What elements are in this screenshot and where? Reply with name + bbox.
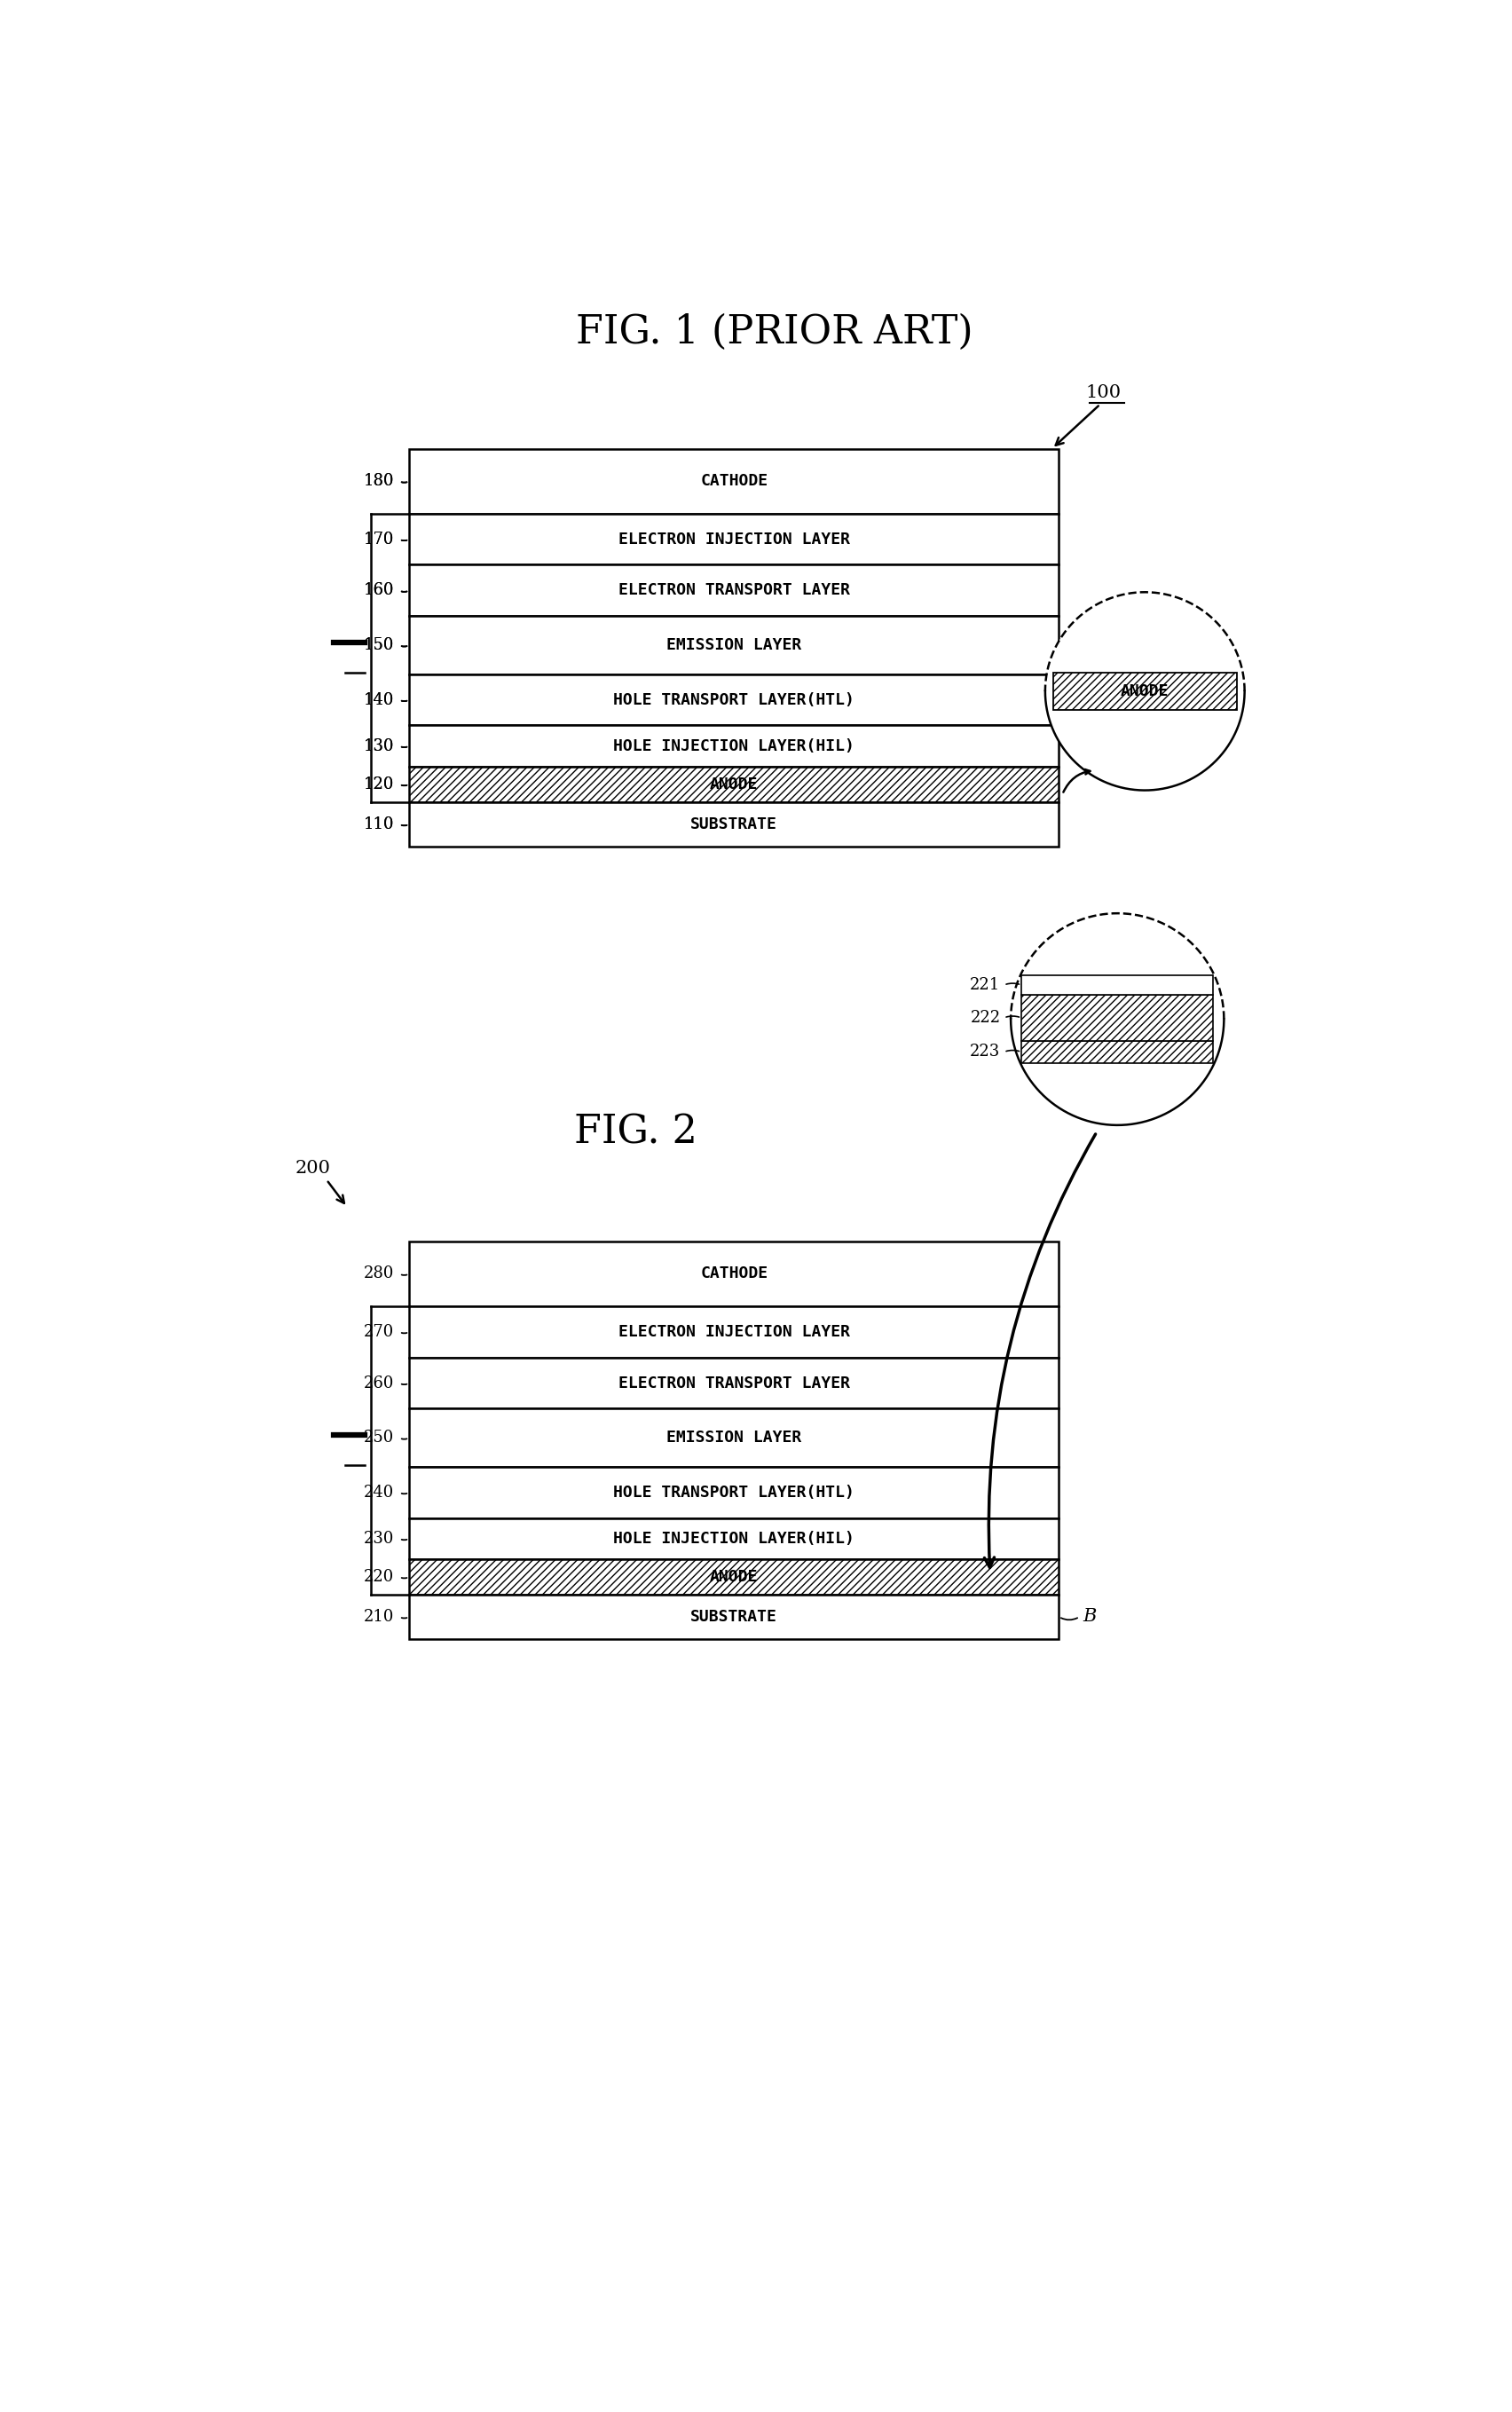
Text: 180: 180 [363, 473, 395, 490]
Text: EMISSION LAYER: EMISSION LAYER [667, 637, 801, 654]
Text: FIG. 1 (PRIOR ART): FIG. 1 (PRIOR ART) [576, 314, 974, 352]
Bar [1022, 1042, 1213, 1064]
Text: ANODE: ANODE [709, 777, 758, 791]
Text: B: B [1083, 1609, 1096, 1626]
Text: CATHODE: CATHODE [700, 1266, 768, 1281]
Bar [410, 1409, 1058, 1466]
Text: SUBSTRATE: SUBSTRATE [691, 815, 777, 832]
Text: HOLE INJECTION LAYER(HIL): HOLE INJECTION LAYER(HIL) [614, 738, 854, 755]
Text: 140: 140 [363, 692, 395, 707]
Text: 221: 221 [971, 977, 1001, 994]
Text: ANODE: ANODE [709, 1568, 758, 1585]
Text: SUBSTRATE: SUBSTRATE [691, 1609, 777, 1626]
Text: 130: 130 [363, 738, 395, 755]
Text: 220: 220 [363, 1568, 395, 1585]
Text: 150: 150 [363, 637, 395, 654]
Text: FIG. 2: FIG. 2 [575, 1112, 697, 1151]
Text: 280: 280 [363, 1266, 395, 1281]
Bar [410, 564, 1058, 615]
Text: 230: 230 [363, 1532, 395, 1546]
Text: 120: 120 [363, 777, 395, 791]
Text: 260: 260 [363, 1375, 395, 1392]
Text: A: A [1083, 738, 1096, 755]
Text: 222: 222 [971, 1011, 1001, 1025]
Text: 100: 100 [1086, 384, 1122, 400]
Text: 200: 200 [295, 1160, 331, 1177]
Bar [410, 1517, 1058, 1558]
Bar [410, 673, 1058, 726]
Text: 223: 223 [971, 1044, 1001, 1059]
Text: 170: 170 [363, 531, 395, 548]
Bar [410, 449, 1058, 514]
Text: CATHODE: CATHODE [700, 473, 768, 490]
Text: ELECTRON INJECTION LAYER: ELECTRON INJECTION LAYER [618, 1324, 850, 1339]
Text: 120: 120 [363, 777, 395, 791]
Bar [410, 1558, 1058, 1594]
Bar [410, 1242, 1058, 1307]
Text: 110: 110 [363, 815, 395, 832]
Circle shape [1045, 593, 1244, 791]
Text: HOLE TRANSPORT LAYER(HTL): HOLE TRANSPORT LAYER(HTL) [614, 1483, 854, 1500]
Bar [410, 726, 1058, 767]
Text: 130: 130 [363, 738, 395, 755]
Bar [410, 1358, 1058, 1409]
Bar [410, 1594, 1058, 1640]
Bar [410, 514, 1058, 564]
Text: HOLE INJECTION LAYER(HIL): HOLE INJECTION LAYER(HIL) [614, 1532, 854, 1546]
Text: 160: 160 [363, 581, 395, 598]
Bar [410, 1466, 1058, 1517]
Text: EMISSION LAYER: EMISSION LAYER [667, 1430, 801, 1445]
Text: HOLE TRANSPORT LAYER(HTL): HOLE TRANSPORT LAYER(HTL) [614, 692, 854, 707]
Text: ELECTRON INJECTION LAYER: ELECTRON INJECTION LAYER [618, 531, 850, 548]
Text: 160: 160 [363, 581, 395, 598]
Bar [410, 801, 1058, 847]
Bar [410, 615, 1058, 673]
Circle shape [1012, 914, 1223, 1124]
Text: 240: 240 [363, 1483, 395, 1500]
Bar [1022, 994, 1213, 1042]
Text: ELECTRON TRANSPORT LAYER: ELECTRON TRANSPORT LAYER [618, 1375, 850, 1392]
Text: 110: 110 [363, 815, 395, 832]
Text: 170: 170 [363, 531, 395, 548]
Text: ANODE: ANODE [1120, 683, 1169, 699]
Bar [410, 1307, 1058, 1358]
Text: 140: 140 [363, 692, 395, 707]
Text: 210: 210 [363, 1609, 395, 1626]
Text: 180: 180 [363, 473, 395, 490]
Text: 150: 150 [363, 637, 395, 654]
Text: 250: 250 [363, 1430, 395, 1445]
Text: ELECTRON TRANSPORT LAYER: ELECTRON TRANSPORT LAYER [618, 581, 850, 598]
Text: 270: 270 [363, 1324, 395, 1339]
Bar [410, 767, 1058, 801]
Bar [1022, 974, 1213, 994]
Bar [1054, 673, 1237, 709]
